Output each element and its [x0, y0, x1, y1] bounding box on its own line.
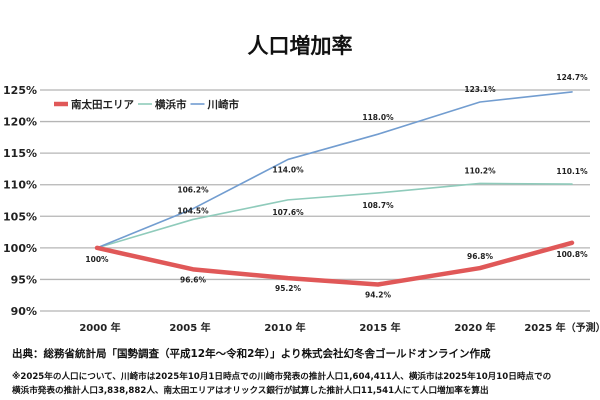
y-tick-label: 90%: [11, 305, 37, 318]
data-label: 114.0%: [272, 165, 304, 174]
data-label: 118.0%: [362, 113, 394, 122]
x-tick-label: 2000 年: [79, 321, 120, 334]
y-tick-label: 120%: [3, 116, 37, 129]
source-text: 出典：総務省統計局「国勢調査（平成12年～令和2年）」より株式会社幻冬舎ゴールド…: [12, 348, 491, 360]
data-label: 96.8%: [467, 252, 494, 261]
x-tick-label: 2015 年: [359, 321, 400, 334]
data-label: 95.2%: [275, 284, 302, 293]
data-label: 110.1%: [556, 167, 588, 176]
legend-label: 南太田エリア: [71, 98, 134, 111]
series-line-2: [96, 91, 573, 249]
legend-label: 川崎市: [207, 98, 240, 111]
data-label: 123.1%: [464, 85, 496, 94]
data-label: 100.8%: [556, 250, 588, 259]
y-tick-label: 100%: [3, 242, 37, 255]
line-chart: 90% 95% 100% 105% 110% 115% 120% 125% 2000 年 2005…: [3, 73, 600, 334]
data-label: 100%: [85, 255, 109, 264]
data-label: 108.7%: [362, 201, 394, 210]
data-label: 104.5%: [177, 206, 209, 215]
data-label: 94.2%: [365, 290, 392, 299]
data-label: 110.2%: [464, 166, 496, 175]
x-tick-label: 2020 年: [454, 321, 495, 334]
chart-title: 人口増加率: [247, 34, 353, 58]
legend-label: 横浜市: [155, 98, 187, 111]
data-label: 107.6%: [272, 208, 304, 217]
series-line-0: [94, 240, 575, 287]
data-label: 124.7%: [556, 73, 588, 82]
data-label: 106.2%: [177, 186, 209, 195]
note-line-1: ※2025年の人口について、川崎市は2025年10月1日時点での川崎市発表の推計…: [12, 372, 552, 382]
y-tick-label: 105%: [3, 210, 37, 223]
y-tick-label: 115%: [3, 147, 37, 160]
x-tick-label: 2005 年: [169, 321, 210, 334]
y-tick-label: 110%: [3, 179, 37, 192]
x-tick-label: 2010 年: [264, 321, 305, 334]
note-line-2: 横浜市発表の推計人口3,838,882人、南太田エリアはオリックス銀行が試算した…: [12, 386, 489, 396]
series-line-1: [96, 182, 573, 249]
y-tick-label: 95%: [11, 273, 37, 286]
x-tick-label: 2025 年（予測）: [524, 321, 600, 334]
data-label: 96.6%: [180, 275, 207, 284]
y-tick-label: 125%: [3, 84, 37, 97]
